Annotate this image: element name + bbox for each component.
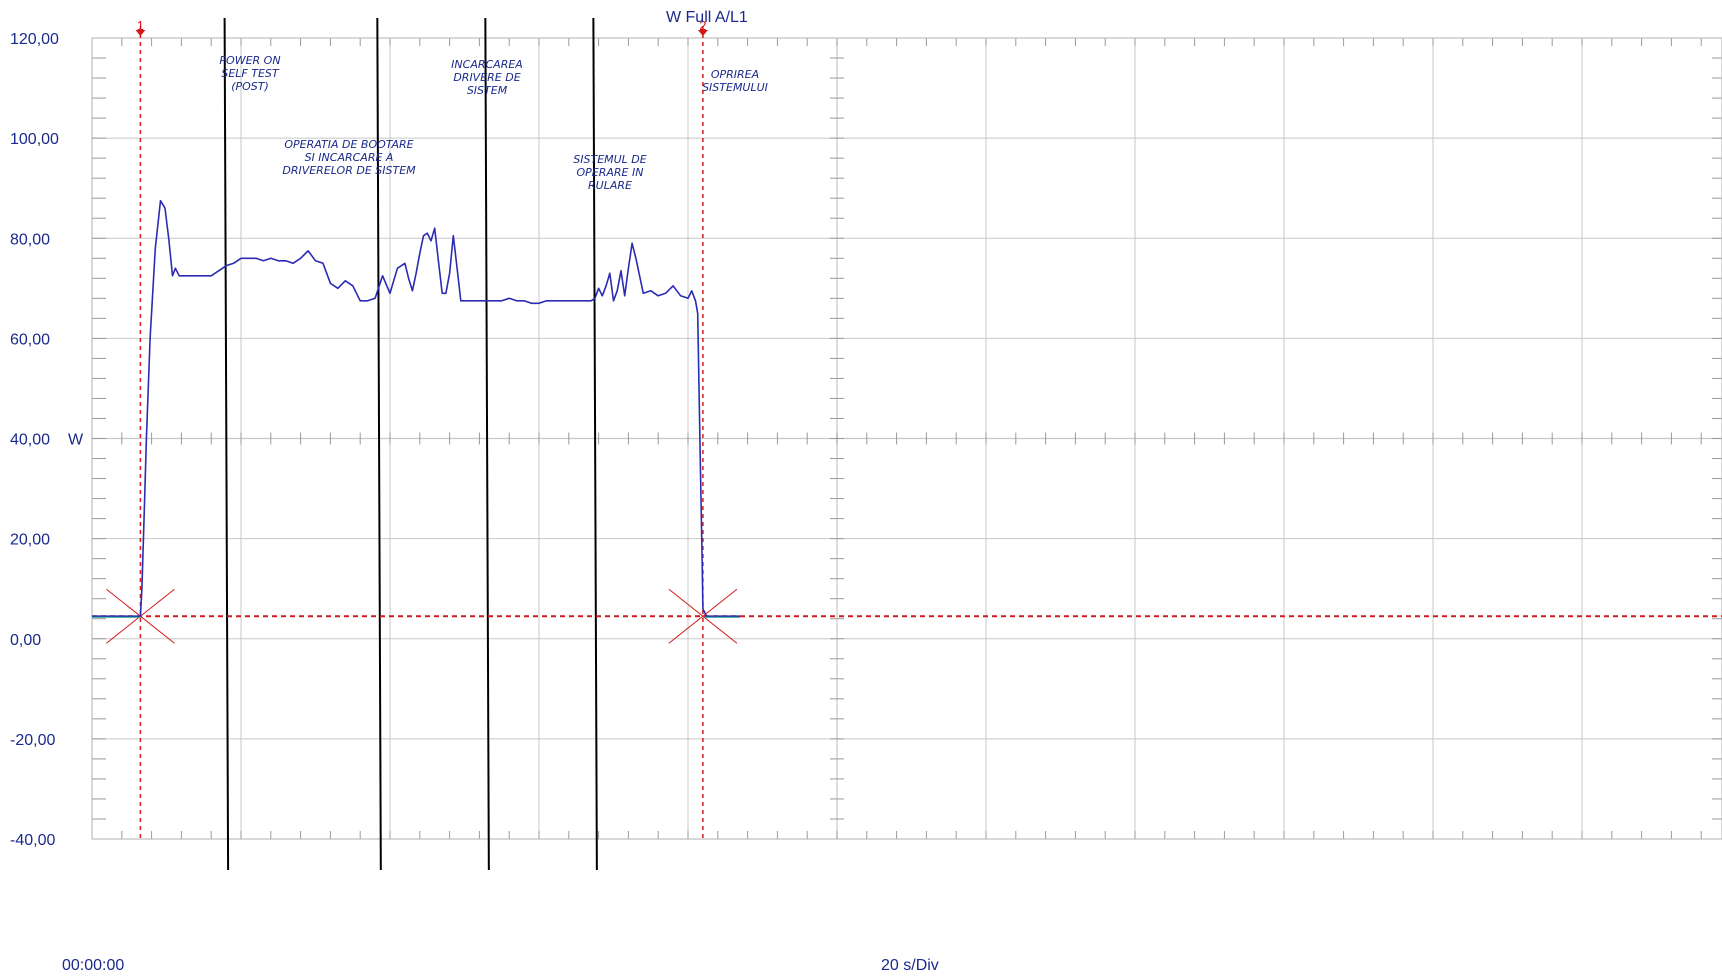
phase-label: POWER ON SELF TEST (POST)	[219, 54, 280, 93]
phase-label: OPERATIA DE BOOTARE SI INCARCARE A DRIVERE…	[282, 138, 416, 177]
phase-label-line: DRIVERE DE	[453, 71, 520, 84]
cursor-number: 1	[137, 18, 144, 33]
phase-label-line: POWER ON	[219, 54, 280, 67]
phase-labels: POWER ON SELF TEST (POST) OPERATIA DE BOOTA…	[219, 54, 768, 192]
trace-line	[92, 199, 741, 618]
cursor-cross-b	[668, 588, 738, 644]
x-scale-label: 20 s/Div	[881, 957, 939, 974]
y-tick-label: 0,00	[10, 632, 41, 649]
plot-frame	[91, 37, 1722, 840]
cursor-marker	[697, 30, 708, 36]
y-tick-label: 120,00	[10, 31, 59, 48]
chart-title: W Full A/L1	[666, 9, 748, 26]
phase-label-line: OPERARE IN	[577, 166, 644, 179]
phase-label: INCARCAREA DRIVERE DE SISTEM	[451, 58, 523, 97]
phase-label-line: SELF TEST	[221, 67, 280, 80]
phase-label: SISTEMUL DE OPERARE IN RULARE	[573, 153, 647, 192]
y-tick-label: -20,00	[10, 732, 55, 749]
phase-boundary-line	[484, 17, 490, 871]
phase-label-line: SISTEMULUI	[702, 81, 768, 94]
y-tick-label: 20,00	[10, 532, 50, 549]
cursor-number: 2	[699, 18, 706, 33]
phase-label-line: SISTEMUL DE	[573, 153, 647, 166]
chart-grid	[91, 37, 1722, 840]
y-tick-label: 40,00	[10, 432, 50, 449]
y-tick-label: 60,00	[10, 331, 50, 348]
phase-label: OPRIREA SISTEMULUI	[702, 68, 768, 94]
phase-label-line: INCARCAREA	[451, 58, 523, 71]
phase-label-line: OPERATIA DE BOOTARE	[284, 138, 413, 151]
cursor-marker	[135, 30, 146, 36]
y-unit-label: W	[68, 432, 84, 449]
phase-label-line: SISTEM	[467, 84, 508, 97]
phase-label-line: (POST)	[231, 80, 269, 93]
phase-label-line: DRIVERELOR DE SISTEM	[282, 164, 416, 177]
power-trace	[92, 199, 741, 618]
y-tick-label: 100,00	[10, 131, 59, 148]
y-axis-labels: 120,00 100,00 80,00 60,00 40,00 W 20,00 0,00 -20…	[10, 31, 84, 849]
y-tick-label: 80,00	[10, 231, 50, 248]
phase-boundary-line	[376, 17, 382, 871]
phase-boundary-lines	[223, 17, 598, 871]
phase-boundary-line	[592, 17, 598, 871]
y-tick-label: -40,00	[10, 832, 55, 849]
x-start-label: 00:00:00	[62, 957, 124, 974]
phase-label-line: SI INCARCARE A	[305, 151, 394, 164]
phase-label-line: RULARE	[588, 179, 632, 192]
phase-boundary-line	[223, 17, 230, 871]
phase-label-line: OPRIREA	[711, 68, 759, 81]
